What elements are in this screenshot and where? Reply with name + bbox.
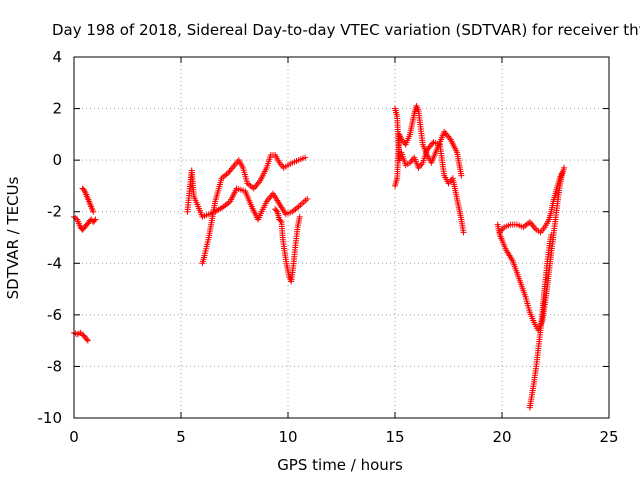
data-point <box>561 164 568 171</box>
data-point <box>83 336 90 343</box>
data-point <box>277 217 284 224</box>
chart-title: Day 198 of 2018, Sidereal Day-to-day VTE… <box>52 21 640 39</box>
data-point <box>460 229 467 236</box>
data-point <box>91 217 98 224</box>
y-tick-label: -8 <box>47 357 62 375</box>
data-point <box>90 208 97 215</box>
data-point <box>273 207 280 214</box>
x-tick-label: 25 <box>599 428 618 446</box>
data-point <box>558 170 565 177</box>
data-point <box>302 154 309 161</box>
series-seg-mid-b <box>199 151 309 267</box>
plot-frame <box>73 56 610 419</box>
data-points <box>71 102 568 411</box>
series-seg-evening-drop <box>526 231 555 411</box>
data-point <box>92 216 99 223</box>
y-tick-label: -2 <box>47 203 62 221</box>
x-axis-label: GPS time / hours <box>277 456 403 474</box>
data-point <box>304 195 311 202</box>
y-tick-label: 2 <box>52 100 62 118</box>
data-point <box>80 186 87 193</box>
series-seg-evening-a <box>494 164 568 334</box>
data-point <box>548 231 555 238</box>
y-axis-label: SDTVAR / TECUs <box>4 176 22 299</box>
series-seg-late-b <box>392 105 467 236</box>
x-tick-label: 20 <box>492 428 511 446</box>
y-tick-label: -6 <box>47 306 62 324</box>
data-point <box>458 172 465 179</box>
y-tick-label: -10 <box>38 409 63 427</box>
x-tick-label: 5 <box>176 428 186 446</box>
x-tick-label: 10 <box>278 428 297 446</box>
series-seg-mid-a <box>184 167 311 223</box>
y-tick-label: -4 <box>47 254 62 272</box>
data-point <box>296 213 303 220</box>
series-seg-mid-dip <box>272 206 303 285</box>
y-tick-label: 0 <box>52 151 62 169</box>
data-point <box>84 337 91 344</box>
x-tick-label: 0 <box>69 428 79 446</box>
series-seg-early-low <box>71 329 91 344</box>
series-seg-evening-b <box>496 170 565 236</box>
y-tick-label: 4 <box>52 48 62 66</box>
axis-ticks: 0 5 10 15 20 25 -10 -8 -6 -4 -2 0 2 4 <box>38 48 619 446</box>
series-seg-early-spike <box>79 185 97 215</box>
x-tick-label: 15 <box>385 428 404 446</box>
